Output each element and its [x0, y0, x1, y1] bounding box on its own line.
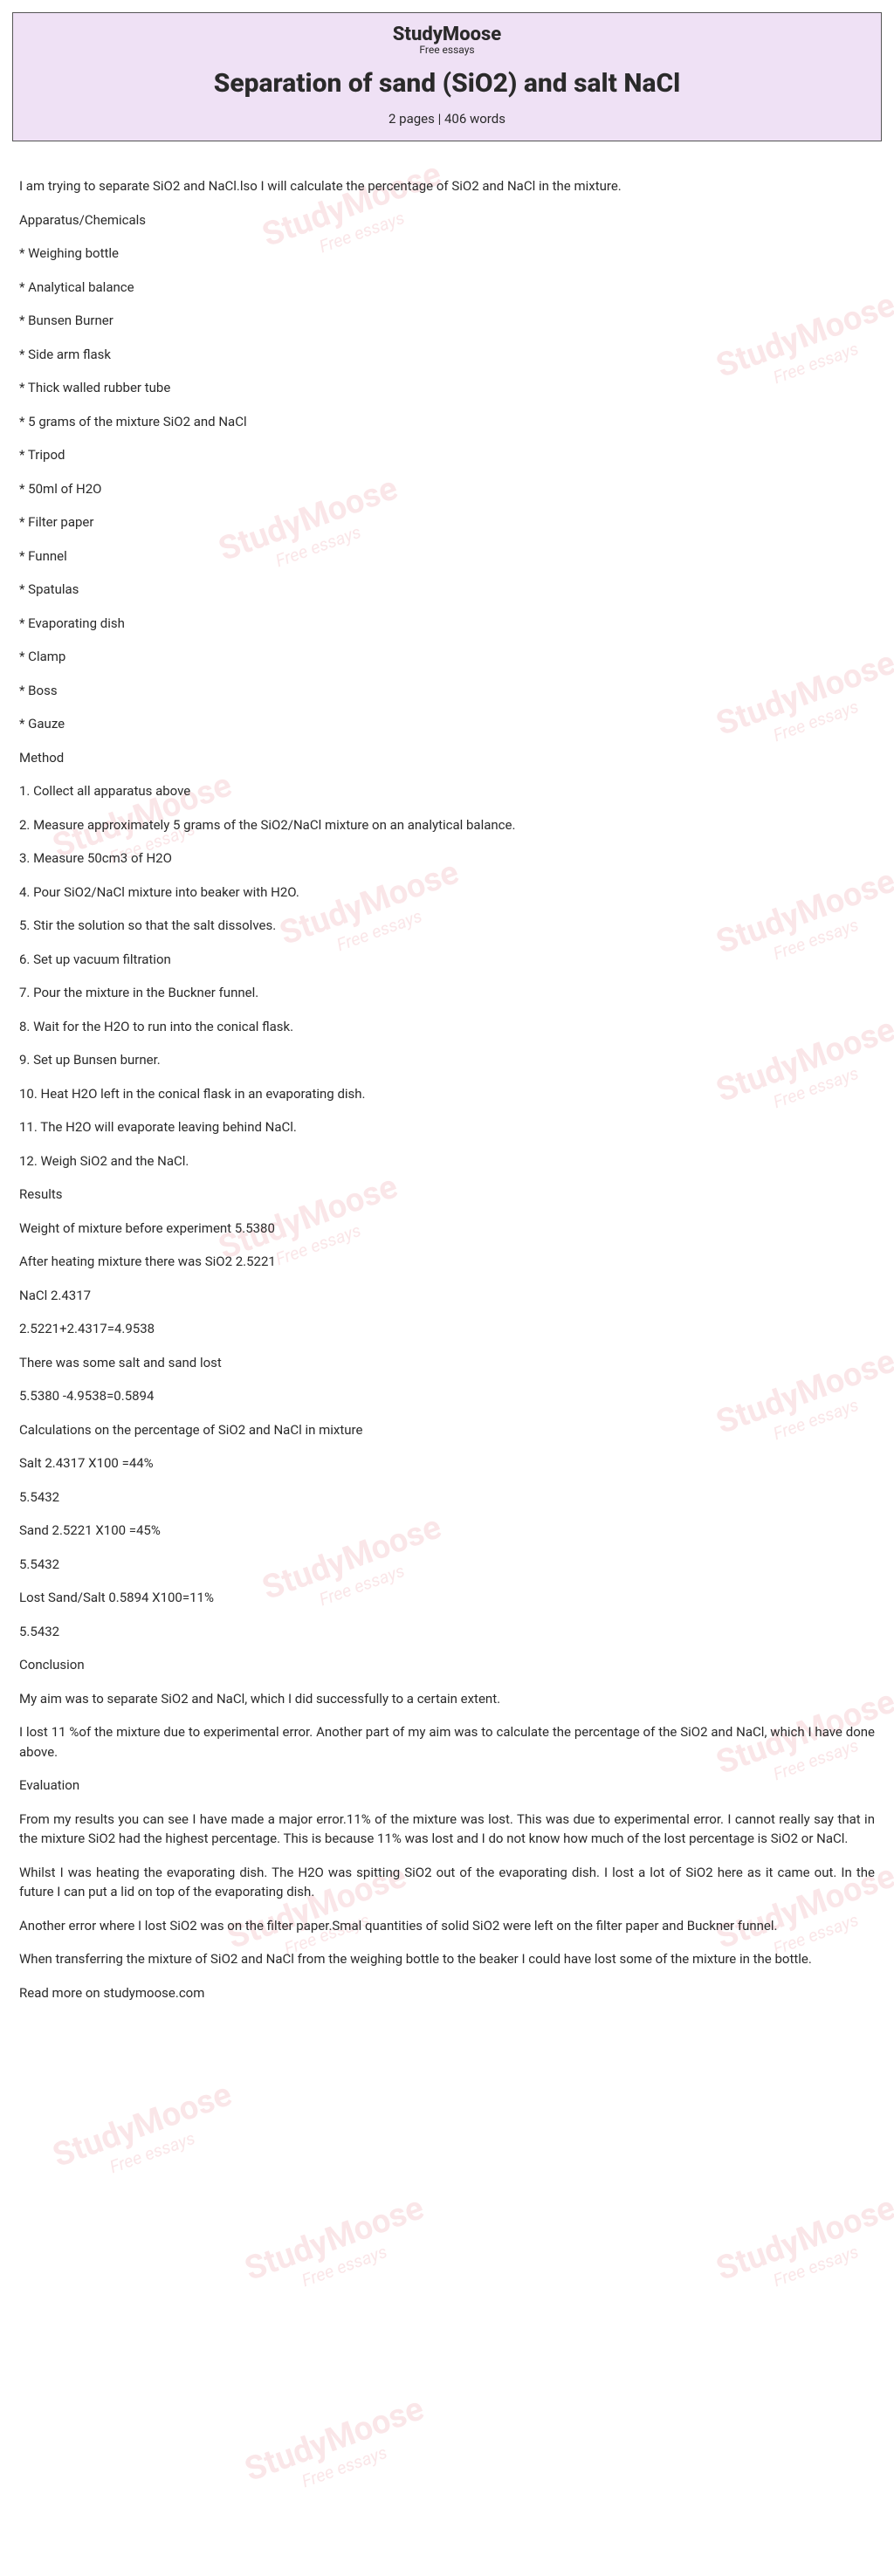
essay-paragraph: When transferring the mixture of SiO2 an… [19, 1949, 875, 1969]
essay-paragraph: Calculations on the percentage of SiO2 a… [19, 1420, 875, 1440]
brand-tagline: Free essays [31, 44, 863, 56]
essay-paragraph: 5.5432 [19, 1487, 875, 1508]
watermark: StudyMooseFree essays [712, 2190, 894, 2306]
essay-paragraph: * Gauze [19, 714, 875, 734]
essay-paragraph: I lost 11 %of the mixture due to experim… [19, 1722, 875, 1762]
watermark: StudyMooseFree essays [241, 2190, 436, 2306]
essay-paragraph: 5. Stir the solution so that the salt di… [19, 916, 875, 936]
essay-title: Separation of sand (SiO2) and salt NaCl [31, 68, 863, 99]
essay-content: I am trying to separate SiO2 and NaCl.ls… [0, 154, 894, 2051]
essay-paragraph: * Clamp [19, 647, 875, 667]
essay-paragraph: Read more on studymoose.com [19, 1983, 875, 2003]
essay-paragraph: * 5 grams of the mixture SiO2 and NaCl [19, 412, 875, 432]
essay-paragraph: 6. Set up vacuum filtration [19, 950, 875, 970]
essay-paragraph: * Thick walled rubber tube [19, 378, 875, 398]
essay-paragraph: Results [19, 1185, 875, 1205]
essay-paragraph: * Boss [19, 681, 875, 701]
essay-paragraph: I am trying to separate SiO2 and NaCl.ls… [19, 176, 875, 196]
essay-paragraph: Sand 2.5221 X100 =45% [19, 1521, 875, 1541]
essay-paragraph: 10. Heat H2O left in the conical flask i… [19, 1084, 875, 1104]
brand-name: StudyMoose [31, 24, 863, 45]
watermark: StudyMooseFree essays [49, 2077, 244, 2193]
essay-paragraph: 9. Set up Bunsen burner. [19, 1050, 875, 1070]
essay-paragraph: 7. Pour the mixture in the Buckner funne… [19, 983, 875, 1003]
essay-paragraph: 5.5380 -4.9538=0.5894 [19, 1386, 875, 1406]
essay-paragraph: 8. Wait for the H2O to run into the coni… [19, 1017, 875, 1037]
watermark: StudyMooseFree essays [241, 2391, 436, 2507]
essay-paragraph: 5.5432 [19, 1555, 875, 1575]
essay-paragraph: NaCl 2.4317 [19, 1286, 875, 1306]
essay-paragraph: * Analytical balance [19, 278, 875, 298]
essay-paragraph: * 50ml of H2O [19, 479, 875, 499]
essay-paragraph: Conclusion [19, 1655, 875, 1675]
header-panel: StudyMoose Free essays Separation of san… [12, 12, 882, 141]
essay-paragraph: Method [19, 748, 875, 768]
essay-paragraph: 5.5432 [19, 1622, 875, 1642]
essay-paragraph: 12. Weigh SiO2 and the NaCl. [19, 1151, 875, 1171]
essay-paragraph: 2.5221+2.4317=4.9538 [19, 1319, 875, 1339]
essay-paragraph: Another error where I lost SiO2 was on t… [19, 1916, 875, 1936]
essay-paragraph: * Bunsen Burner [19, 311, 875, 331]
essay-paragraph: Apparatus/Chemicals [19, 210, 875, 230]
essay-paragraph: There was some salt and sand lost [19, 1353, 875, 1373]
essay-paragraph: * Side arm flask [19, 345, 875, 365]
essay-paragraph: * Spatulas [19, 580, 875, 600]
essay-paragraph: After heating mixture there was SiO2 2.5… [19, 1252, 875, 1272]
essay-paragraph: 1. Collect all apparatus above [19, 781, 875, 801]
essay-paragraph: * Evaporating dish [19, 614, 875, 634]
essay-paragraph: My aim was to separate SiO2 and NaCl, wh… [19, 1689, 875, 1709]
essay-paragraph: * Funnel [19, 546, 875, 567]
essay-paragraph: From my results you can see I have made … [19, 1810, 875, 1849]
essay-paragraph: 4. Pour SiO2/NaCl mixture into beaker wi… [19, 883, 875, 903]
essay-paragraph: Weight of mixture before experiment 5.53… [19, 1219, 875, 1239]
essay-paragraph: Salt 2.4317 X100 =44% [19, 1453, 875, 1473]
essay-paragraph: Evaluation [19, 1776, 875, 1796]
essay-paragraph: 11. The H2O will evaporate leaving behin… [19, 1117, 875, 1137]
essay-paragraph: * Tripod [19, 445, 875, 465]
essay-paragraph: Whilst I was heating the evaporating dis… [19, 1863, 875, 1902]
essay-paragraph: * Weighing bottle [19, 244, 875, 264]
essay-paragraph: Lost Sand/Salt 0.5894 X100=11% [19, 1588, 875, 1608]
essay-paragraph: * Filter paper [19, 512, 875, 532]
essay-meta: 2 pages | 406 words [31, 111, 863, 127]
essay-paragraph: 2. Measure approximately 5 grams of the … [19, 815, 875, 835]
essay-paragraph: 3. Measure 50cm3 of H2O [19, 848, 875, 869]
